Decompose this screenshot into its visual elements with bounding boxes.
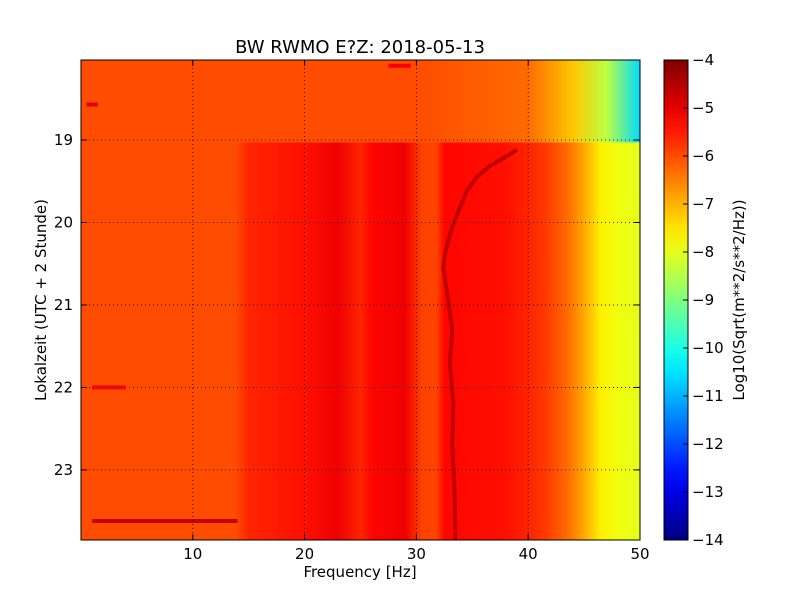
- colorbar-tick-label: −13: [692, 483, 724, 501]
- y-axis-label: Lokalzeit (UTC + 2 Stunde): [32, 199, 50, 401]
- y-tick-label: 20: [54, 213, 73, 231]
- feature-curve: [441, 148, 519, 540]
- plot-frame: [80, 59, 641, 541]
- spectrogram-heatmap: [81, 60, 640, 540]
- heatmap-segment: [81, 142, 640, 540]
- x-axis-label: Frequency [Hz]: [303, 563, 416, 581]
- x-tick-label: 40: [519, 545, 538, 563]
- colorbar-tick-label: −14: [692, 531, 724, 549]
- colorbar-tick-label: −12: [692, 435, 724, 453]
- y-tick-label: 23: [54, 461, 73, 479]
- colorbar-tick-label: −9: [692, 291, 714, 309]
- x-tick-label: 20: [295, 545, 314, 563]
- colorbar-tick-label: −5: [692, 99, 714, 117]
- colorbar-tick-label: −7: [692, 195, 714, 213]
- x-tick-label: 10: [183, 545, 202, 563]
- colorbar-tick-label: −11: [692, 387, 724, 405]
- heatmap-segment: [81, 60, 640, 143]
- colorbar-tick-label: −8: [692, 243, 714, 261]
- x-tick-label: 50: [630, 545, 649, 563]
- chart-title: BW RWMO E?Z: 2018-05-13: [235, 37, 485, 58]
- colorbar-ticks: −4 −5 −6 −7 −8 −9 −10 −11 −12 −13 −14: [683, 51, 724, 549]
- colorbar-tick-label: −6: [692, 147, 714, 165]
- y-axis-ticks: 19 20 21 22 23: [54, 131, 640, 479]
- y-tick-label: 22: [54, 378, 73, 396]
- x-axis-ticks: 10 20 30 40 50: [183, 60, 650, 563]
- colorbar-tick-label: −4: [692, 51, 714, 69]
- x-tick-label: 30: [407, 545, 426, 563]
- grid-lines: [81, 60, 640, 540]
- colorbar-label: Log10(Sqrt(m**2/s**2/Hz)): [730, 199, 748, 400]
- y-tick-label: 19: [54, 131, 73, 149]
- colorbar-tick-label: −10: [692, 339, 724, 357]
- y-tick-label: 21: [54, 296, 73, 314]
